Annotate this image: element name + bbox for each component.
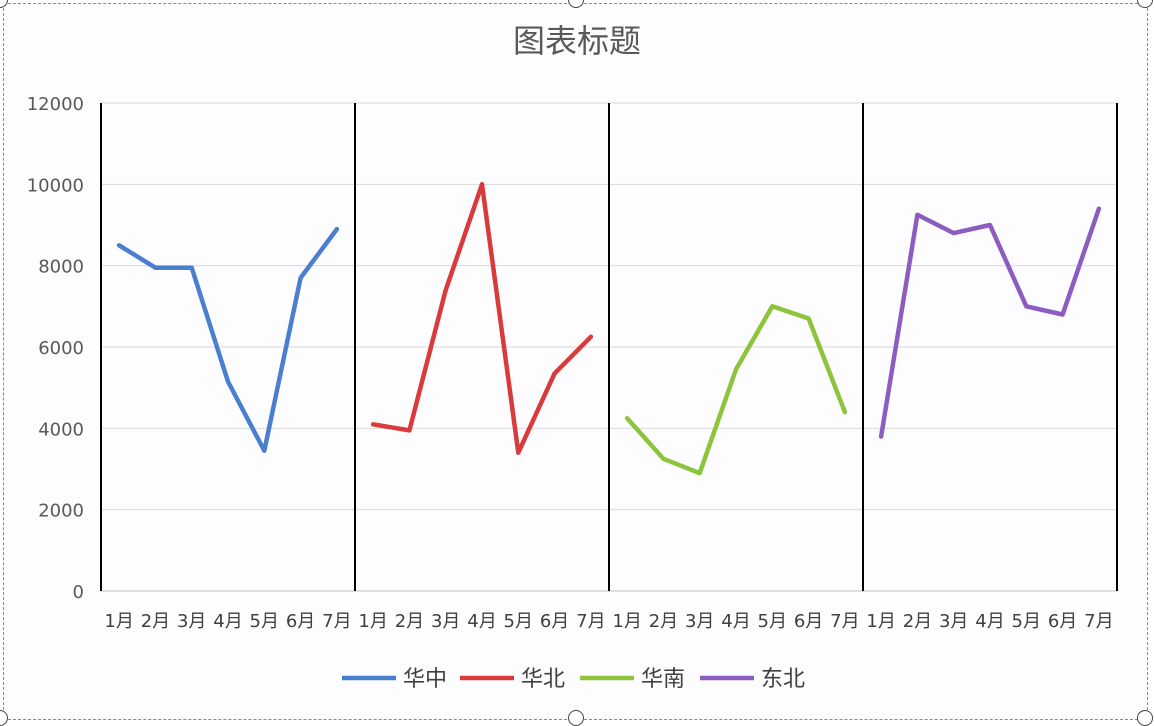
x-tick-label: 1月 bbox=[104, 611, 133, 632]
y-tick-label: 8000 bbox=[38, 257, 84, 278]
y-tick-label: 10000 bbox=[27, 175, 84, 196]
x-tick-label: 4月 bbox=[975, 611, 1004, 632]
y-tick-label: 0 bbox=[73, 582, 84, 603]
x-tick-label: 2月 bbox=[395, 611, 424, 632]
series-line-4[interactable] bbox=[878, 206, 1102, 439]
x-tick-label: 3月 bbox=[177, 611, 206, 632]
chart-title: 图表标题 bbox=[513, 22, 641, 60]
x-tick-label: 1月 bbox=[866, 611, 895, 632]
x-tick-label: 2月 bbox=[903, 611, 932, 632]
legend-label: 华北 bbox=[521, 667, 565, 692]
x-tick-label: 3月 bbox=[685, 611, 714, 632]
x-tick-label: 4月 bbox=[213, 611, 242, 632]
x-tick-label: 5月 bbox=[504, 611, 533, 632]
x-tick-label: 7月 bbox=[576, 611, 605, 632]
x-tick-label: 5月 bbox=[758, 611, 787, 632]
x-tick-label: 5月 bbox=[1012, 611, 1041, 632]
x-tick-label: 1月 bbox=[612, 611, 641, 632]
x-tick-label: 7月 bbox=[322, 611, 351, 632]
x-tick-label: 6月 bbox=[540, 611, 569, 632]
x-tick-label: 7月 bbox=[830, 611, 859, 632]
legend-label: 华中 bbox=[403, 667, 447, 692]
legend-label: 华南 bbox=[641, 667, 685, 692]
x-tick-label: 6月 bbox=[794, 611, 823, 632]
series-line-3[interactable] bbox=[624, 304, 848, 476]
x-tick-label: 3月 bbox=[939, 611, 968, 632]
legend-label: 东北 bbox=[761, 667, 805, 692]
x-tick-label: 6月 bbox=[1048, 611, 1077, 632]
x-tick-label: 4月 bbox=[467, 611, 496, 632]
x-tick-label: 2月 bbox=[649, 611, 678, 632]
x-tick-label: 4月 bbox=[721, 611, 750, 632]
x-tick-label: 7月 bbox=[1084, 611, 1113, 632]
x-tick-label: 3月 bbox=[431, 611, 460, 632]
y-tick-label: 6000 bbox=[38, 338, 84, 359]
chart-area[interactable] bbox=[3, 3, 1148, 720]
x-tick-label: 6月 bbox=[286, 611, 315, 632]
x-tick-label: 1月 bbox=[358, 611, 387, 632]
y-tick-label: 4000 bbox=[38, 419, 84, 440]
y-tick-label: 12000 bbox=[27, 94, 84, 115]
series-line-1[interactable] bbox=[116, 226, 340, 453]
x-tick-label: 5月 bbox=[250, 611, 279, 632]
x-tick-label: 2月 bbox=[141, 611, 170, 632]
series-line-2[interactable] bbox=[370, 182, 594, 455]
y-tick-label: 2000 bbox=[38, 501, 84, 522]
